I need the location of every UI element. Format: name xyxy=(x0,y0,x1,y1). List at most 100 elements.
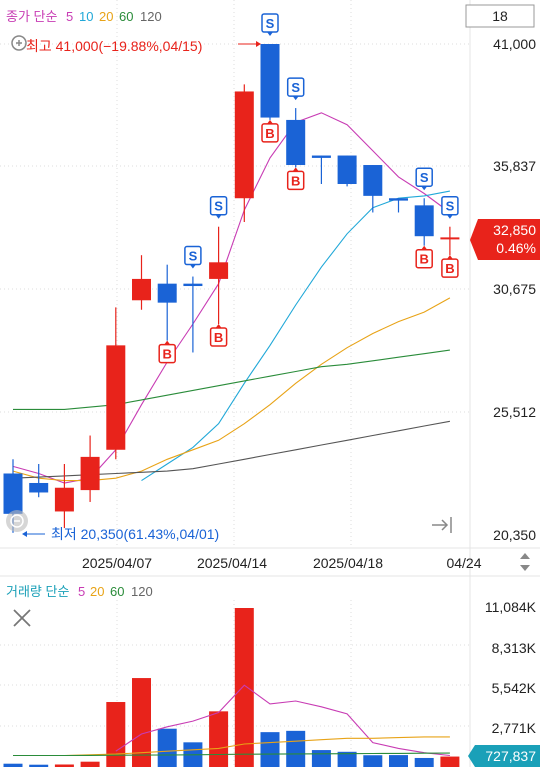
buy-signal: B xyxy=(261,119,279,143)
candle xyxy=(440,226,460,256)
legend-ma60: 60 xyxy=(119,9,133,24)
candle-body xyxy=(337,155,357,184)
candle-body xyxy=(29,482,49,493)
signal-pointer xyxy=(189,264,196,269)
signal-pointer xyxy=(421,186,428,191)
candle-body xyxy=(209,262,229,279)
candle xyxy=(157,264,177,341)
candle xyxy=(337,155,357,187)
price-legend[interactable]: 종가 단순 5 10 20 60 120 xyxy=(6,9,162,24)
candle-body xyxy=(183,283,203,287)
date-tick: 04/24 xyxy=(446,555,481,571)
date-tick: 2025/04/07 xyxy=(82,555,152,571)
volume-bar xyxy=(157,728,177,767)
signal-pointer xyxy=(215,214,222,219)
signal-letter: S xyxy=(266,16,275,31)
volume-tick: 11,084K xyxy=(485,599,537,615)
signal-letter: B xyxy=(214,330,223,345)
volume-bar xyxy=(286,730,306,767)
volume-tick: 2,771K xyxy=(492,720,537,736)
volume-bar xyxy=(389,755,408,767)
sell-signal: S xyxy=(209,195,228,219)
sell-signal: S xyxy=(184,245,202,269)
scroll-arrows-icon[interactable] xyxy=(520,553,530,571)
candle-body xyxy=(311,155,331,158)
candle xyxy=(106,307,126,460)
volume-bars xyxy=(3,608,460,767)
volume-legend-ma60: 60 xyxy=(110,584,124,599)
sell-signal: S xyxy=(441,195,459,219)
current-volume-value: 727,837 xyxy=(485,748,536,764)
signal-letter: B xyxy=(163,347,172,362)
volume-bar xyxy=(440,756,460,767)
candle-body xyxy=(363,165,383,196)
sell-signal: S xyxy=(415,167,433,191)
candle xyxy=(80,435,100,502)
zoom-in-icon[interactable] xyxy=(11,35,27,51)
volume-legend-ma120: 120 xyxy=(131,584,153,599)
volume-bar xyxy=(260,732,280,767)
date-tick: 2025/04/18 xyxy=(313,555,383,571)
candle xyxy=(363,165,383,213)
volume-bar xyxy=(54,764,74,767)
volume-legend[interactable]: 거래량 단순 5 20 60 120 xyxy=(6,584,153,599)
current-volume-tag: 727,837 xyxy=(468,745,540,767)
candle-body xyxy=(54,487,74,512)
signal-pointer xyxy=(446,214,453,219)
zoom-out-icon[interactable] xyxy=(6,510,28,532)
volume-ma60-line xyxy=(13,752,450,757)
price-legend-label: 종가 단순 xyxy=(6,9,57,24)
period-value: 18 xyxy=(492,8,508,24)
volume-legend-label: 거래량 단순 xyxy=(6,584,69,599)
low-annotation: 최저 20,350(61.43%,04/01) xyxy=(22,526,219,542)
close-icon[interactable] xyxy=(6,604,38,632)
current-price-tag: 32,850 0.46% xyxy=(470,219,540,260)
candle-body xyxy=(234,91,254,199)
buy-signal: B xyxy=(441,255,459,278)
candle xyxy=(132,255,151,310)
volume-bar xyxy=(106,702,126,767)
volume-bar xyxy=(234,608,254,767)
candle xyxy=(311,155,331,184)
signal-box xyxy=(286,170,305,191)
signal-pointer xyxy=(164,340,171,345)
current-price-value: 32,850 xyxy=(493,222,536,238)
date-axis: 2025/04/07 2025/04/14 2025/04/18 04/24 xyxy=(82,555,482,571)
trade-signals: B S B S B S S B B S B S xyxy=(158,13,459,364)
candle xyxy=(29,464,49,498)
price-tick: 30,675 xyxy=(493,281,536,297)
legend-ma5: 5 xyxy=(66,9,73,24)
high-annotation: 최고 41,000(−19.88%,04/15) xyxy=(26,38,261,54)
signal-letter: B xyxy=(291,173,300,188)
price-tick: 20,350 xyxy=(493,527,536,543)
buy-signal: B xyxy=(209,324,228,347)
signal-pointer xyxy=(267,32,273,36)
signal-letter: S xyxy=(189,249,198,264)
signal-letter: B xyxy=(445,261,454,276)
expand-icon[interactable] xyxy=(428,513,456,537)
price-ma20-line xyxy=(12,297,451,482)
candle-body xyxy=(260,44,280,118)
candles xyxy=(3,44,460,533)
price-ma10-line xyxy=(141,190,451,482)
period-box[interactable]: 18 xyxy=(465,4,535,28)
volume-bar xyxy=(414,757,434,767)
signal-letter: S xyxy=(446,199,455,214)
candle-body xyxy=(157,283,177,303)
volume-legend-ma20: 20 xyxy=(90,584,104,599)
volume-bar xyxy=(337,751,357,767)
candle-body xyxy=(106,345,126,450)
price-axis: 41,000 35,837 30,675 25,512 20,350 xyxy=(493,36,536,543)
signal-letter: S xyxy=(291,80,300,95)
signal-box xyxy=(415,248,433,269)
volume-bar xyxy=(132,678,151,767)
volume-tick: 8,313K xyxy=(492,640,537,656)
volume-bar xyxy=(80,761,100,767)
price-ma5-line xyxy=(12,112,451,484)
buy-signal: B xyxy=(415,245,433,269)
signal-box xyxy=(441,258,459,278)
volume-bar xyxy=(29,764,49,767)
legend-ma10: 10 xyxy=(79,9,93,24)
sell-signal: S xyxy=(261,13,279,36)
